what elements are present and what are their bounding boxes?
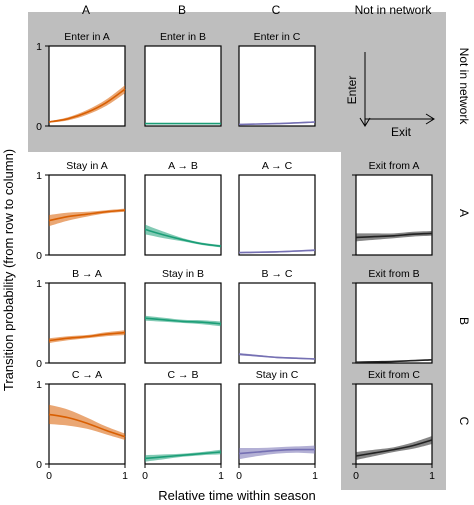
panel-b-to-b: Stay in B bbox=[144, 268, 222, 364]
panel-frame-a-to-not-in-network bbox=[355, 174, 433, 256]
column-header-a: A bbox=[82, 3, 90, 17]
mean-line-c-to-not-in-network bbox=[355, 439, 433, 457]
y-tick-label-not-in-network-to-a-1: 1 bbox=[36, 41, 42, 53]
panel-frame-b-to-c bbox=[238, 282, 316, 364]
panel-b-to-c: B → C bbox=[238, 268, 316, 364]
y-tick-label-b-to-a-0: 0 bbox=[36, 358, 42, 370]
column-header-b: B bbox=[178, 3, 186, 17]
panel-c-to-not-in-network: Exit from C 0 1 bbox=[352, 369, 435, 482]
panel-title-c-to-a: C → A bbox=[72, 369, 102, 381]
enter-label: Enter bbox=[345, 76, 359, 105]
not-in-network-background bbox=[28, 12, 446, 490]
panel-frame-a-to-b bbox=[144, 174, 222, 256]
panel-frame-not-in-network-to-c bbox=[238, 45, 316, 127]
panel-title-c-to-c: Stay in C bbox=[256, 369, 299, 381]
x-tick-label-c-to-b-0: 0 bbox=[142, 470, 148, 482]
row-header-not-in-network: Not in network bbox=[457, 48, 471, 126]
panel-frame-b-to-a bbox=[48, 282, 126, 364]
x-tick-label-c-to-b-1: 1 bbox=[218, 470, 224, 482]
panel-title-b-to-not-in-network: Exit from B bbox=[368, 268, 419, 280]
mean-line-b-to-c bbox=[238, 353, 316, 360]
panel-title-a-to-c: A → C bbox=[262, 160, 293, 172]
panel-b-to-a: B → A 0 1 bbox=[36, 268, 126, 370]
panel-a-to-not-in-network: Exit from A bbox=[352, 160, 433, 256]
panel-not-in-network-to-b: Enter in B bbox=[144, 31, 222, 127]
panel-title-not-in-network-to-c: Enter in C bbox=[254, 31, 301, 43]
panel-not-in-network-to-c: Enter in C bbox=[238, 31, 316, 127]
enter-arrowhead bbox=[359, 117, 371, 127]
panel-a-to-a: Stay in A 0 1 bbox=[36, 160, 126, 262]
x-tick-label-c-to-a-1: 1 bbox=[122, 470, 128, 482]
x-axis-label: Relative time within season bbox=[158, 488, 316, 503]
panel-title-b-to-c: B → C bbox=[262, 268, 293, 280]
mean-line-c-to-c bbox=[238, 448, 316, 455]
y-axis-label: Transition probability (from row to colu… bbox=[1, 149, 16, 391]
x-tick-label-c-to-not-in-network-1: 1 bbox=[429, 470, 435, 482]
panel-not-in-network-to-a: Enter in A 0 1 bbox=[36, 31, 126, 133]
confidence-band-a-to-a bbox=[49, 208, 125, 227]
row-header-a: A bbox=[457, 209, 471, 217]
panel-c-to-b: C → B 0 1 bbox=[142, 369, 224, 482]
y-tick-label-b-to-a-1: 1 bbox=[36, 278, 42, 290]
mean-line-a-to-b bbox=[144, 228, 222, 247]
panel-c-to-c: Stay in C 0 1 bbox=[236, 369, 318, 482]
panel-title-a-to-b: A → B bbox=[168, 160, 198, 172]
panel-frame-b-to-not-in-network bbox=[355, 282, 433, 364]
x-tick-label-c-to-a-0: 0 bbox=[46, 470, 52, 482]
mean-line-a-to-a bbox=[48, 209, 126, 222]
y-tick-label-a-to-a-0: 0 bbox=[36, 250, 42, 262]
column-header-not-in-network: Not in network bbox=[355, 3, 433, 17]
mean-line-b-to-a bbox=[48, 331, 126, 342]
x-tick-label-c-to-c-1: 1 bbox=[312, 470, 318, 482]
panel-title-a-to-not-in-network: Exit from A bbox=[369, 160, 420, 172]
mean-line-c-to-a bbox=[48, 413, 126, 438]
mean-line-b-to-b bbox=[144, 317, 222, 325]
mean-line-not-in-network-to-c bbox=[238, 121, 316, 126]
exit-arrowhead bbox=[425, 113, 435, 125]
panel-b-to-not-in-network: Exit from B bbox=[352, 268, 433, 364]
y-tick-label-c-to-a-1: 1 bbox=[36, 379, 42, 391]
mean-line-a-to-c bbox=[238, 249, 316, 254]
panel-title-not-in-network-to-a: Enter in A bbox=[64, 31, 110, 43]
panel-c-to-a: C → A 0 1 0 1 bbox=[36, 369, 128, 482]
x-tick-label-c-to-c-0: 0 bbox=[236, 470, 242, 482]
y-tick-label-c-to-a-0: 0 bbox=[36, 459, 42, 471]
panel-title-b-to-a: B → A bbox=[72, 268, 102, 280]
panel-a-to-b: A → B bbox=[144, 160, 222, 256]
mean-line-b-to-not-in-network bbox=[355, 359, 433, 363]
panel-title-not-in-network-to-b: Enter in B bbox=[160, 31, 206, 43]
row-header-b: B bbox=[457, 317, 471, 325]
panel-title-c-to-b: C → B bbox=[168, 369, 199, 381]
panel-a-to-c: A → C bbox=[238, 160, 316, 256]
panel-title-c-to-not-in-network: Exit from C bbox=[368, 369, 420, 381]
y-tick-label-a-to-a-1: 1 bbox=[36, 170, 42, 182]
panel-title-a-to-a: Stay in A bbox=[66, 160, 107, 172]
panel-frame-not-in-network-to-b bbox=[144, 45, 222, 127]
mean-line-not-in-network-to-a bbox=[48, 88, 126, 123]
row-header-c: C bbox=[457, 417, 471, 426]
mean-line-a-to-not-in-network bbox=[355, 232, 433, 239]
x-tick-label-c-to-not-in-network-0: 0 bbox=[353, 470, 359, 482]
column-header-c: C bbox=[272, 3, 281, 17]
exit-label: Exit bbox=[391, 125, 412, 139]
mean-line-c-to-b bbox=[144, 451, 222, 460]
panel-title-b-to-b: Stay in B bbox=[162, 268, 204, 280]
panel-frame-a-to-c bbox=[238, 174, 316, 256]
y-tick-label-not-in-network-to-a-0: 0 bbox=[36, 121, 42, 133]
panel-frame-c-to-b bbox=[144, 383, 222, 465]
confidence-band-c-to-not-in-network bbox=[356, 436, 432, 460]
